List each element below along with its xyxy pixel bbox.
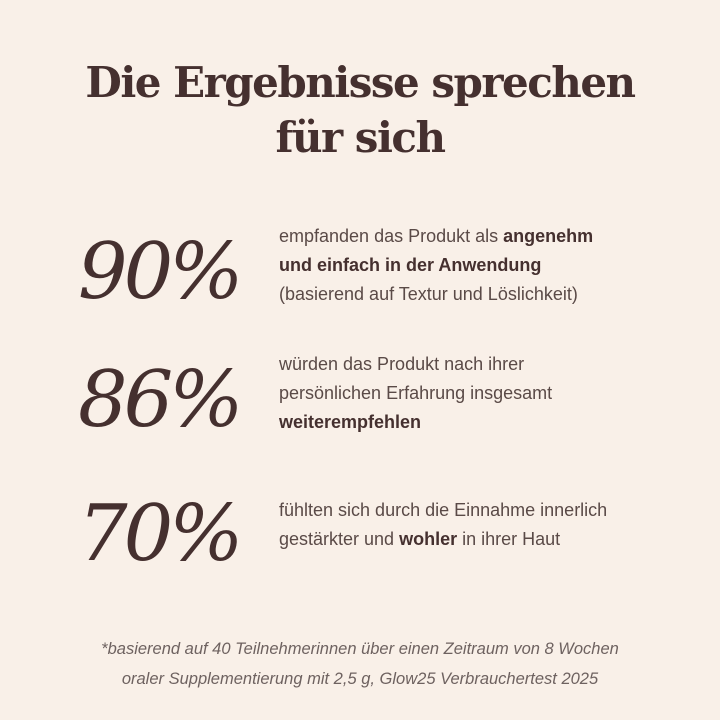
title-line-1: Die Ergebnisse sprechen [85, 58, 636, 107]
stat-value: 86% [78, 355, 243, 445]
footnote-line-1: *basierend auf 40 Teilnehmerinnen über e… [101, 640, 619, 658]
footnote: *basierend auf 40 Teilnehmerinnen über e… [0, 634, 720, 694]
desc-line: fühlten sich durch die Einnahme innerlic… [279, 500, 608, 520]
page-title: Die Ergebnisse sprechen für sich [0, 55, 720, 165]
desc-line: gestärkter und wohler in ihrer Haut [279, 529, 561, 549]
desc-line: und einfach in der Anwendung [279, 255, 542, 275]
stat-description: fühlten sich durch die Einnahme innerlic… [279, 496, 699, 554]
stat-block-2: 86% würden das Produkt nach ihrer persön… [0, 350, 720, 460]
stat-value: 90% [78, 227, 243, 317]
stat-value: 70% [78, 489, 243, 579]
stat-description: empfanden das Produkt als angenehm und e… [279, 222, 699, 309]
title-line-2: für sich [275, 113, 446, 162]
desc-line: weiterempfehlen [279, 412, 422, 432]
stat-block-1: 90% empfanden das Produkt als angenehm u… [0, 222, 720, 332]
footnote-line-2: oraler Supplementierung mit 2,5 g, Glow2… [121, 670, 599, 688]
desc-line: persönlichen Erfahrung insgesamt [279, 383, 553, 403]
desc-line: (basierend auf Textur und Löslichkeit) [279, 284, 578, 304]
stat-block-3: 70% fühlten sich durch die Einnahme inne… [0, 484, 720, 594]
stat-description: würden das Produkt nach ihrer persönlich… [279, 350, 699, 437]
desc-line: würden das Produkt nach ihrer [279, 354, 525, 374]
desc-line: empfanden das Produkt als angenehm [279, 226, 594, 246]
